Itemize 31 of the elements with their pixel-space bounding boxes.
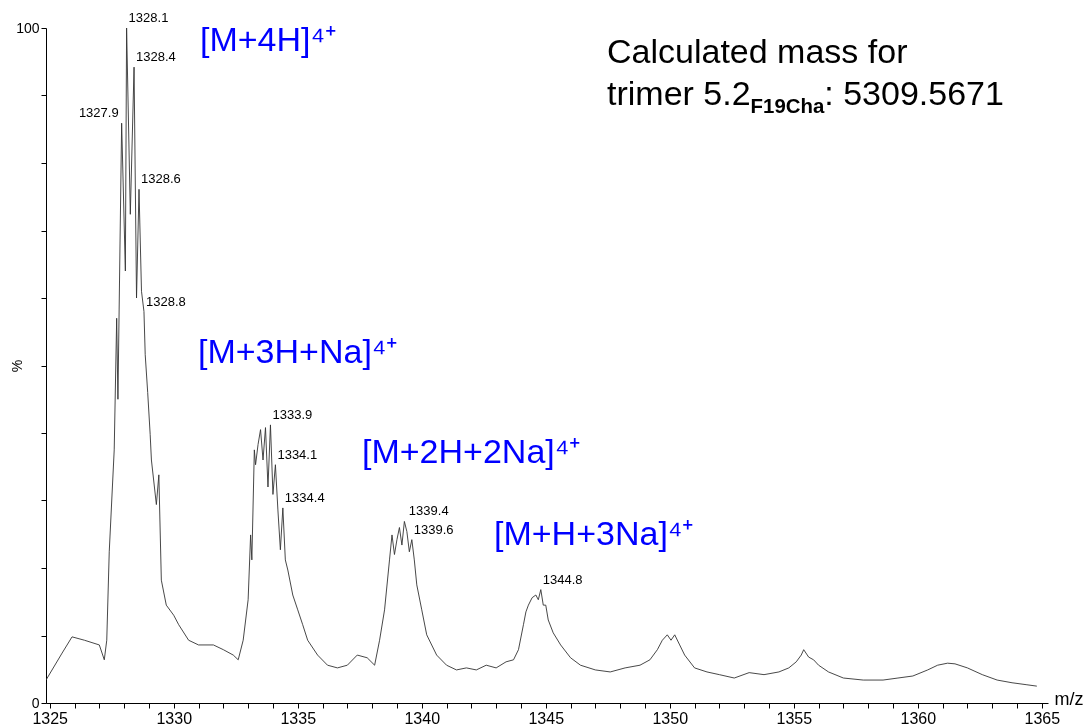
annotation: [M+3H+Na]⁴⁺	[198, 332, 398, 372]
annotation: 1328.6	[141, 171, 181, 187]
annotation: 1333.9	[272, 406, 313, 422]
x-axis-title: m/z	[1054, 688, 1084, 709]
annotation: [M+2H+2Na]⁴⁺	[362, 432, 581, 472]
y-axis-title: %	[8, 359, 25, 373]
y-tick-label: 0	[31, 694, 40, 711]
x-tick-label: 1360	[900, 709, 937, 725]
line-series	[46, 28, 1038, 687]
annotation: trimer 5.2$_{F19Cha}$: 5309.5671	[607, 74, 1004, 119]
annotation: [M+H+3Na]⁴⁺	[494, 514, 694, 554]
annotation: 1344.8	[542, 571, 583, 587]
annotation: 1327.9	[78, 105, 119, 121]
y-tick-label: 100	[16, 19, 40, 36]
annotation: 1328.1	[128, 10, 169, 25]
annotation: 1328.4	[136, 49, 176, 65]
annotation: Calculated mass for	[607, 32, 908, 72]
x-tick-label: 1330	[156, 709, 193, 725]
x-tick-label: 1325	[32, 709, 69, 725]
x-tick-label: 1335	[280, 709, 317, 725]
x-tick-label: 1355	[776, 709, 813, 725]
x-tick-label: 1340	[404, 709, 441, 725]
annotation: 1339.4	[408, 503, 449, 519]
annotation: [M+4H]⁴⁺	[200, 20, 337, 60]
annotation: 1328.8	[145, 293, 186, 309]
annotation: 1339.6	[413, 521, 454, 537]
x-tick-label: 1365	[1024, 709, 1061, 725]
x-tick-label: 1350	[652, 709, 689, 725]
annotation: 1334.4	[284, 489, 325, 505]
annotation: 1334.1	[277, 446, 318, 462]
x-tick-label: 1345	[528, 709, 565, 725]
